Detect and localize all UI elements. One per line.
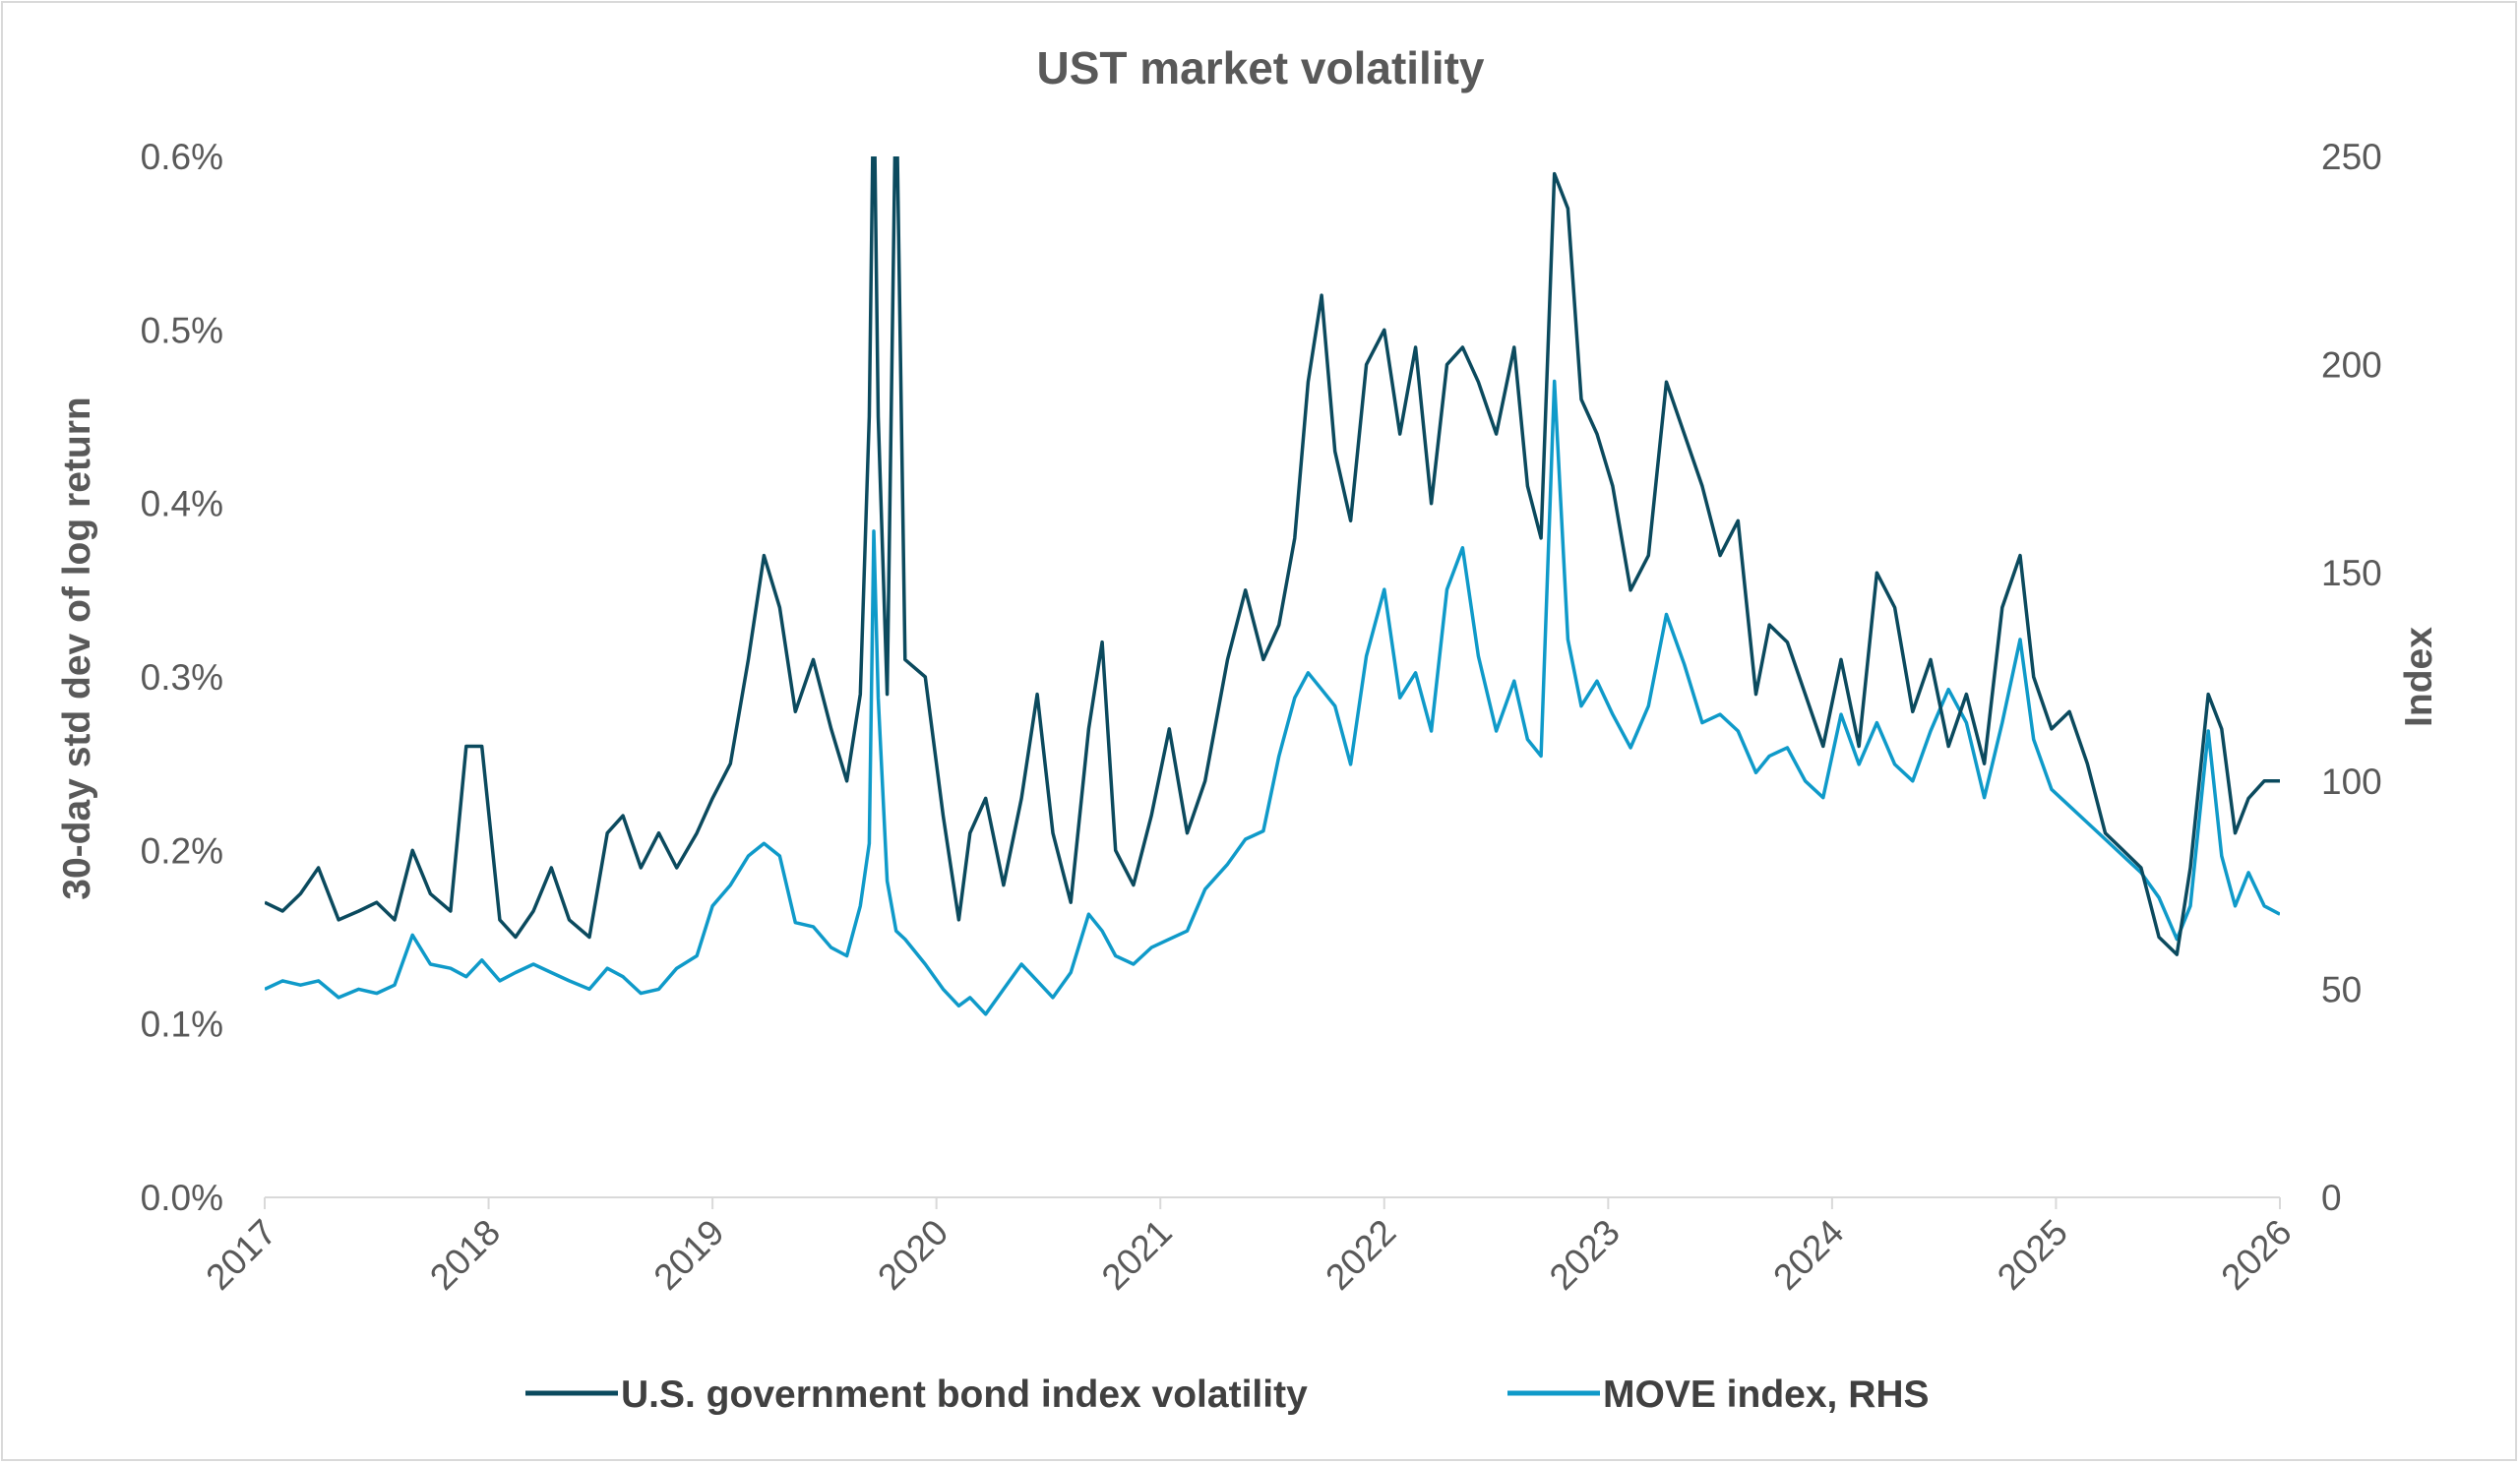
y-right-tick-label: 0 [2321, 1178, 2342, 1218]
y-right-tick-label: 50 [2321, 969, 2362, 1009]
y-left-tick-label: 0.5% [141, 310, 223, 350]
line-chart: UST market volatility 30-day std dev of … [56, 42, 2440, 1416]
x-tick-label: 2022 [1318, 1212, 1403, 1298]
right-axis-title: Index [2398, 627, 2440, 727]
y-left-tick-label: 0.3% [141, 657, 223, 698]
y-right-tick-label: 200 [2321, 345, 2382, 386]
chart-title: UST market volatility [1036, 42, 1484, 93]
x-tick-label: 2017 [198, 1212, 283, 1298]
legend-label-2: MOVE index, RHS [1603, 1373, 1930, 1416]
y-left-tick-label: 0.1% [141, 1005, 223, 1045]
series-line-1 [265, 156, 2280, 956]
x-tick-label: 2023 [1542, 1212, 1628, 1298]
y-left-tick-label: 0.0% [141, 1178, 223, 1218]
legend-label-1: U.S. government bond index volatility [621, 1373, 1308, 1416]
x-tick-label: 2019 [646, 1212, 732, 1298]
y-left-tick-label: 0.6% [141, 137, 223, 177]
y-left-tick-label: 0.4% [141, 484, 223, 524]
x-tick-label: 2025 [1990, 1212, 2075, 1298]
y-right-tick-label: 100 [2321, 762, 2382, 802]
plot-area [265, 156, 2280, 1016]
y-left-tick-label: 0.2% [141, 830, 223, 871]
y-right-tick-label: 250 [2321, 137, 2382, 177]
x-tick-label: 2026 [2213, 1212, 2299, 1298]
x-tick-label: 2021 [1094, 1212, 1180, 1298]
x-tick-label: 2018 [422, 1212, 508, 1298]
x-tick-label: 2024 [1765, 1212, 1851, 1298]
x-tick-label: 2020 [870, 1212, 955, 1298]
left-axis-title: 30-day std dev of log return [56, 396, 98, 899]
legend: U.S. government bond index volatility MOV… [525, 1373, 1930, 1416]
series-line-2 [265, 379, 2280, 1016]
y-right-tick-label: 150 [2321, 553, 2382, 593]
